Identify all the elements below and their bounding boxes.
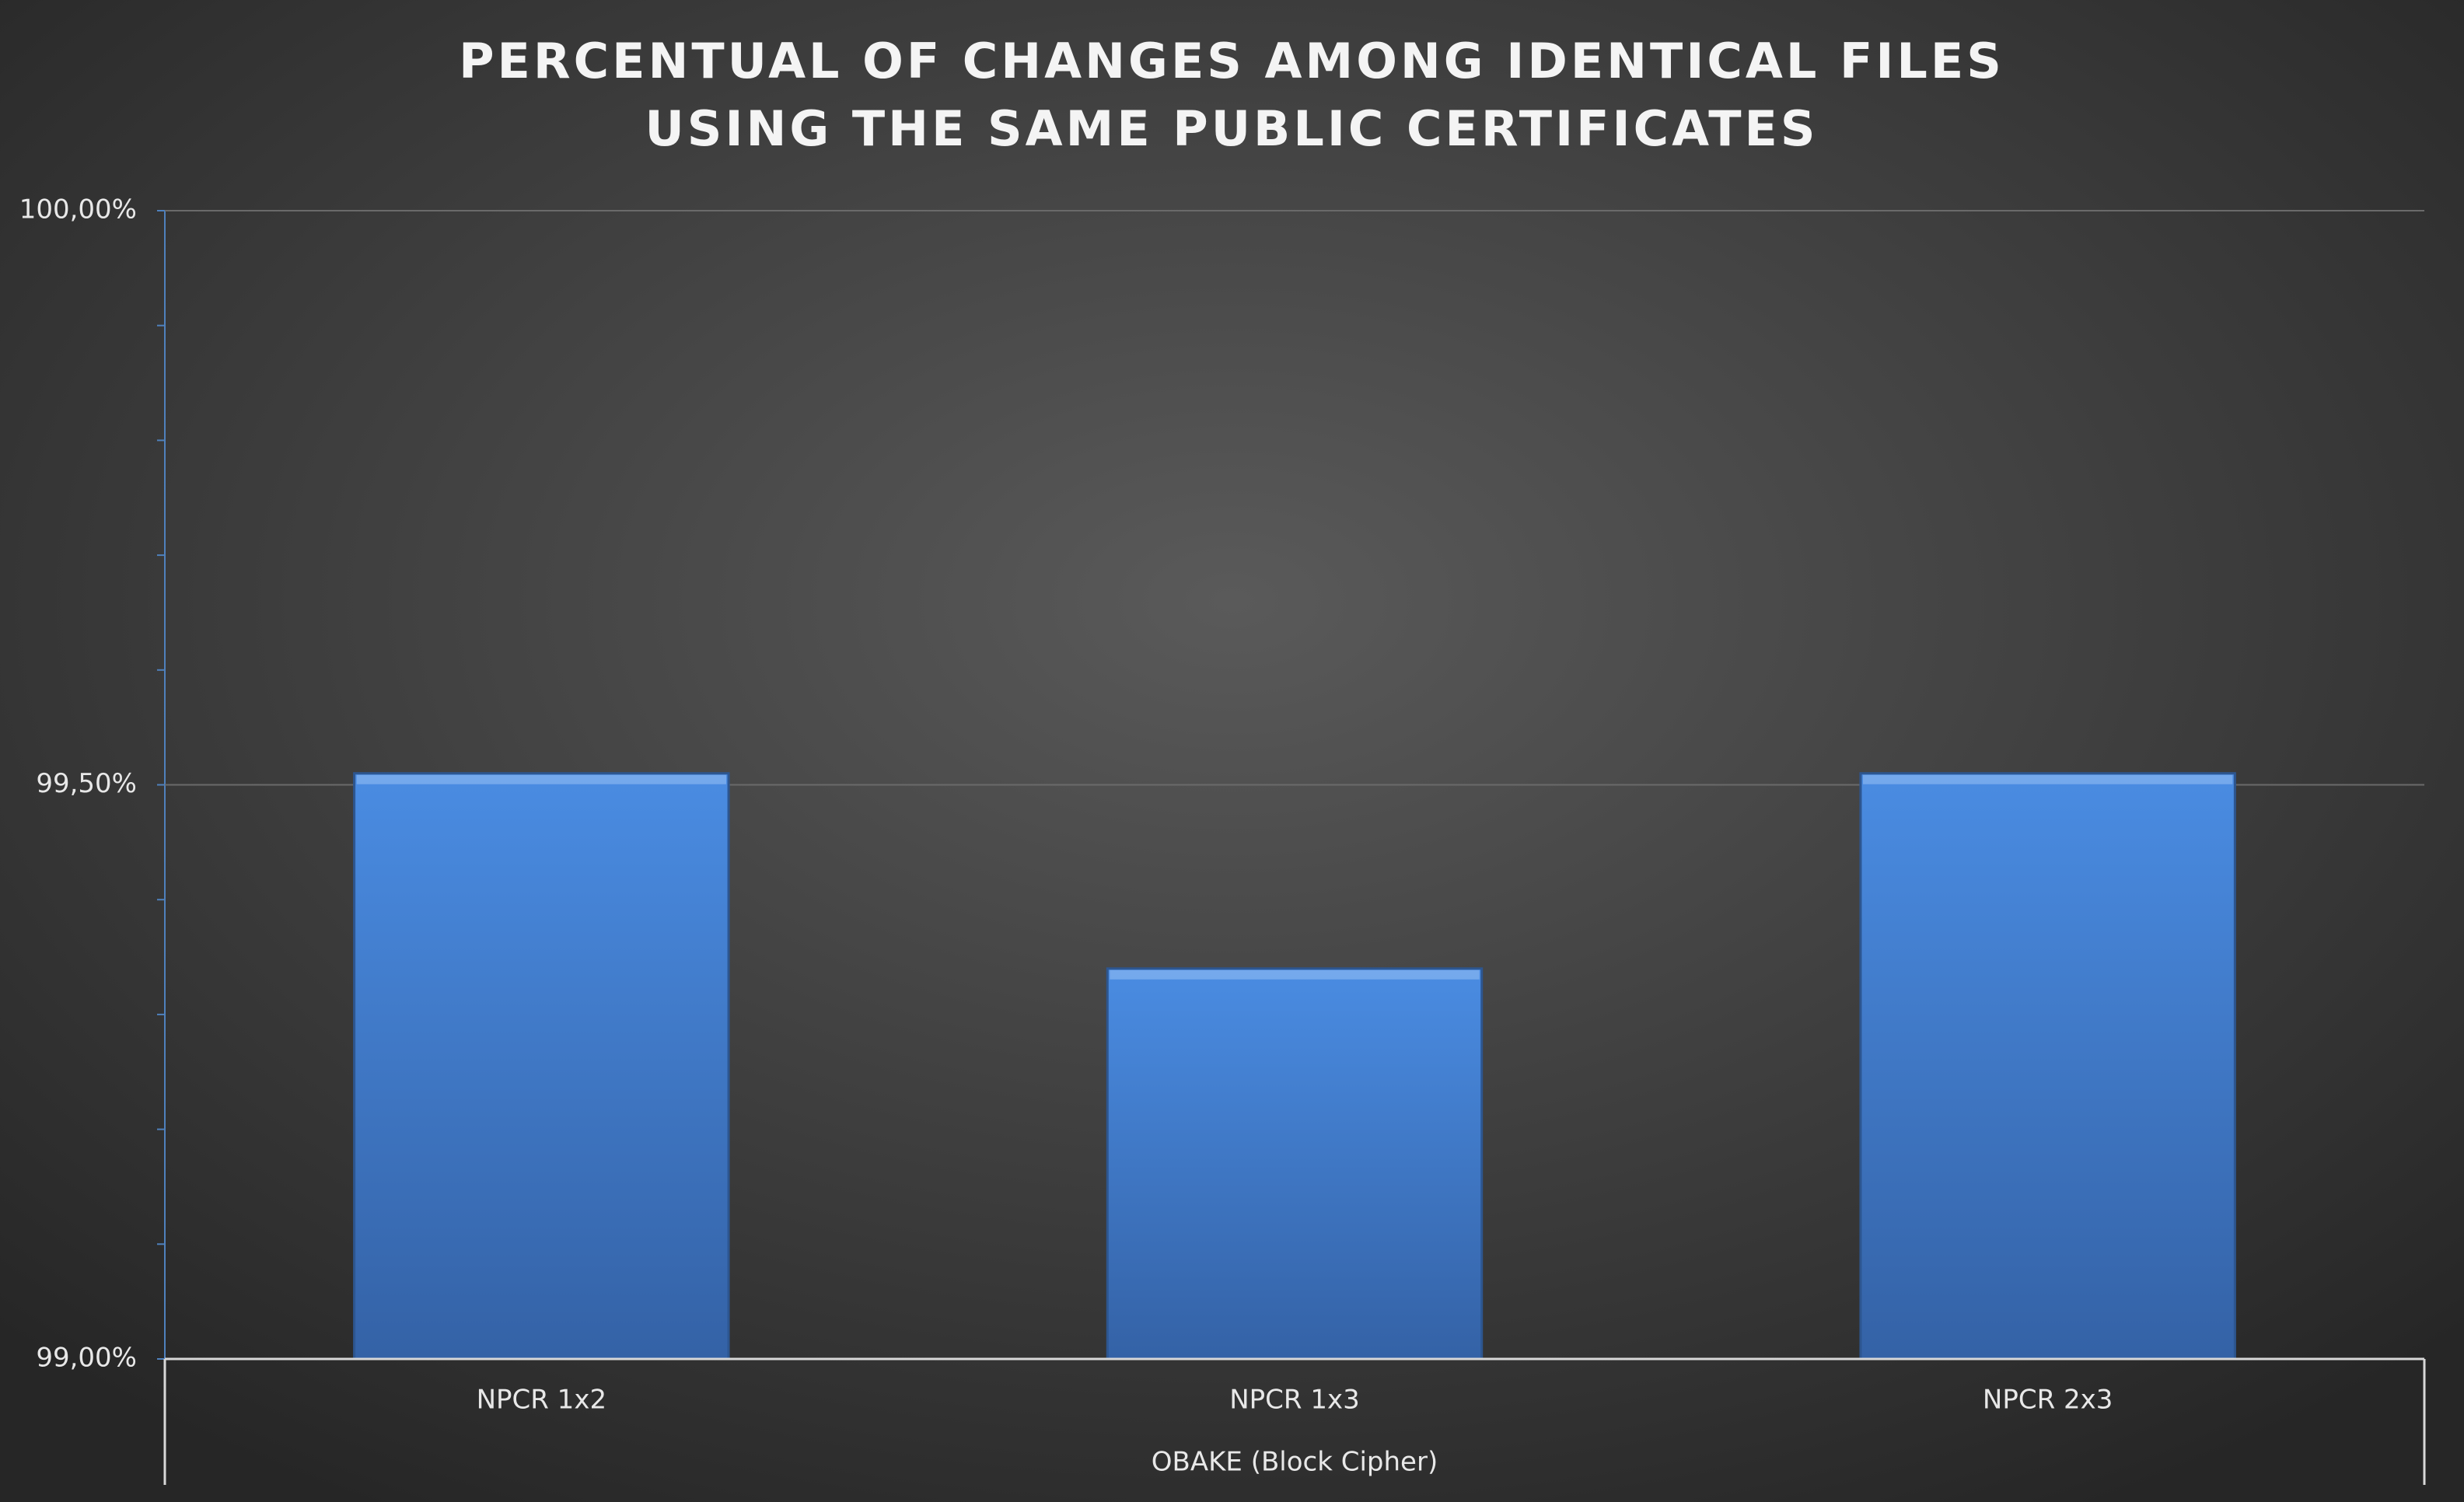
- x-tick-label: NPCR 1x2: [477, 1385, 607, 1416]
- bar: [353, 772, 730, 1361]
- y-tick-label: 100,00%: [19, 194, 137, 225]
- x-axis-label: OBAKE (Block Cipher): [1152, 1447, 1438, 1478]
- chart-title: PERCENTUAL OF CHANGES AMONG IDENTICAL FI…: [459, 33, 2004, 89]
- x-tick-label: NPCR 1x3: [1229, 1385, 1360, 1416]
- bar: [1859, 772, 2236, 1361]
- y-tick-label: 99,00%: [36, 1343, 137, 1374]
- chart-title: USING THE SAME PUBLIC CERTIFICATES: [645, 100, 1818, 157]
- x-tick-label: NPCR 2x3: [1983, 1385, 2113, 1416]
- bar-bevel: [356, 774, 727, 784]
- bar-bevel: [1862, 774, 2233, 784]
- bar: [1106, 967, 1484, 1361]
- bar-bevel: [1110, 969, 1480, 980]
- y-tick-label: 99,50%: [36, 768, 137, 799]
